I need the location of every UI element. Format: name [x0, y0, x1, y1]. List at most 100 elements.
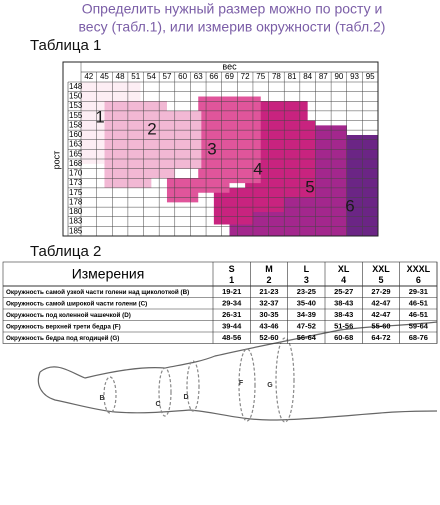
size-name: XXXL [407, 264, 431, 274]
measurement-value: 46-51 [409, 299, 428, 308]
weight-label: 93 [350, 72, 359, 81]
measurement-value: 55-60 [371, 322, 390, 331]
leg-label: C [155, 401, 160, 408]
size-name: M [265, 264, 273, 274]
height-label: 150 [69, 92, 83, 101]
size-name: XXL [372, 264, 390, 274]
size-number: 1 [229, 275, 234, 285]
size-number: 4 [341, 275, 346, 285]
weight-label: 54 [147, 72, 156, 81]
height-label: 160 [69, 130, 83, 139]
measurement-value: 34-39 [297, 310, 316, 319]
height-label: 155 [69, 111, 83, 120]
grid-frame [62, 61, 379, 237]
measurement-value: 19-21 [222, 287, 241, 296]
size-number: 2 [266, 275, 271, 285]
size-number: 5 [305, 177, 314, 196]
weight-label: 81 [288, 72, 297, 81]
measurement-value: 30-35 [259, 310, 278, 319]
leg-outline [37, 371, 438, 421]
title-line: весу (табл.1), или измерив окружности (т… [79, 19, 386, 35]
leg-label: D [183, 394, 188, 401]
size-number: 3 [304, 275, 309, 285]
measurement-label: Окружность самой широкой части голени (C… [6, 299, 147, 307]
height-label: 175 [69, 188, 83, 197]
measurement-value: 29-31 [409, 287, 428, 296]
size-name: S [229, 264, 235, 274]
weight-label: 48 [116, 72, 125, 81]
measurement-value: 42-47 [371, 310, 390, 319]
height-label: 183 [69, 217, 83, 226]
weight-label: 90 [334, 72, 343, 81]
measurement-value: 26-31 [222, 310, 241, 319]
measurement-value: 25-27 [334, 287, 353, 296]
measurement-value: 59-64 [409, 322, 429, 331]
weight-label: 78 [272, 72, 281, 81]
size-number: 1 [95, 107, 104, 126]
weight-label: 60 [178, 72, 187, 81]
height-label: 163 [69, 140, 83, 149]
size-number: 3 [207, 139, 216, 158]
table-lines [2, 261, 438, 344]
weight-label: 72 [241, 72, 250, 81]
weight-label: 51 [131, 72, 140, 81]
measurement-value: 60-68 [334, 333, 353, 342]
weight-label: 75 [256, 72, 265, 81]
height-label: 168 [69, 159, 83, 168]
size-number: 4 [253, 159, 262, 178]
measure-ring [186, 360, 200, 412]
size-number: 2 [147, 119, 156, 138]
weight-label: 66 [209, 72, 218, 81]
measurement-label: Окружность под коленной чашечкой (D) [6, 311, 131, 319]
size-region [104, 101, 202, 188]
measurement-label: Окружность верхней трети бедра (F) [6, 322, 121, 330]
size-number: 5 [378, 275, 383, 285]
height-label: 148 [69, 82, 83, 91]
measurement-value: 48-56 [222, 333, 241, 342]
height-label: 173 [69, 178, 83, 187]
height-label: 158 [69, 120, 83, 129]
measurement-value: 38-43 [334, 299, 353, 308]
measurement-value: 32-37 [259, 299, 278, 308]
leg-drawing [37, 321, 438, 423]
measurement-label: Окружность бедра под ягодицей (G) [6, 334, 119, 342]
measurement-value: 46-51 [409, 310, 428, 319]
title-line: Определить нужный размер можно по росту … [82, 1, 383, 17]
height-label: 153 [69, 101, 83, 110]
height-label: 170 [69, 169, 83, 178]
height-label: 165 [69, 149, 83, 158]
measure-ring [275, 337, 295, 423]
table-title: Таблица 1 [30, 37, 101, 54]
size-region [81, 82, 141, 164]
size-number: 6 [416, 275, 421, 285]
measurement-value: 27-29 [371, 287, 390, 296]
weight-label: 95 [366, 72, 375, 81]
measurement-value: 23-25 [297, 287, 316, 296]
measurement-value: 47-52 [297, 322, 316, 331]
weight-label: 87 [319, 72, 328, 81]
measurement-value: 51-56 [334, 322, 353, 331]
weight-label: 69 [225, 72, 234, 81]
size-number: 6 [345, 196, 354, 215]
weight-label: 57 [163, 72, 172, 81]
table-title: Таблица 2 [30, 243, 101, 260]
measurement-value: 42-47 [371, 299, 390, 308]
measurement-value: 56-64 [297, 333, 317, 342]
measurement-value: 43-46 [259, 322, 278, 331]
leg-label: G [267, 382, 273, 389]
size-name: L [304, 264, 310, 274]
weight-label: 84 [303, 72, 312, 81]
leg-outline [39, 321, 438, 379]
size-region [213, 101, 316, 225]
leg-label: F [239, 380, 244, 387]
weight-label: 42 [84, 72, 93, 81]
measurement-value: 29-34 [222, 299, 242, 308]
measure-ring [158, 367, 172, 417]
size-name: XL [338, 264, 350, 274]
height-label: 180 [69, 207, 83, 216]
weight-label: 63 [194, 72, 203, 81]
table-header: Измерения [72, 266, 145, 282]
axis-label: рост [51, 151, 61, 170]
measurement-value: 39-44 [222, 322, 242, 331]
